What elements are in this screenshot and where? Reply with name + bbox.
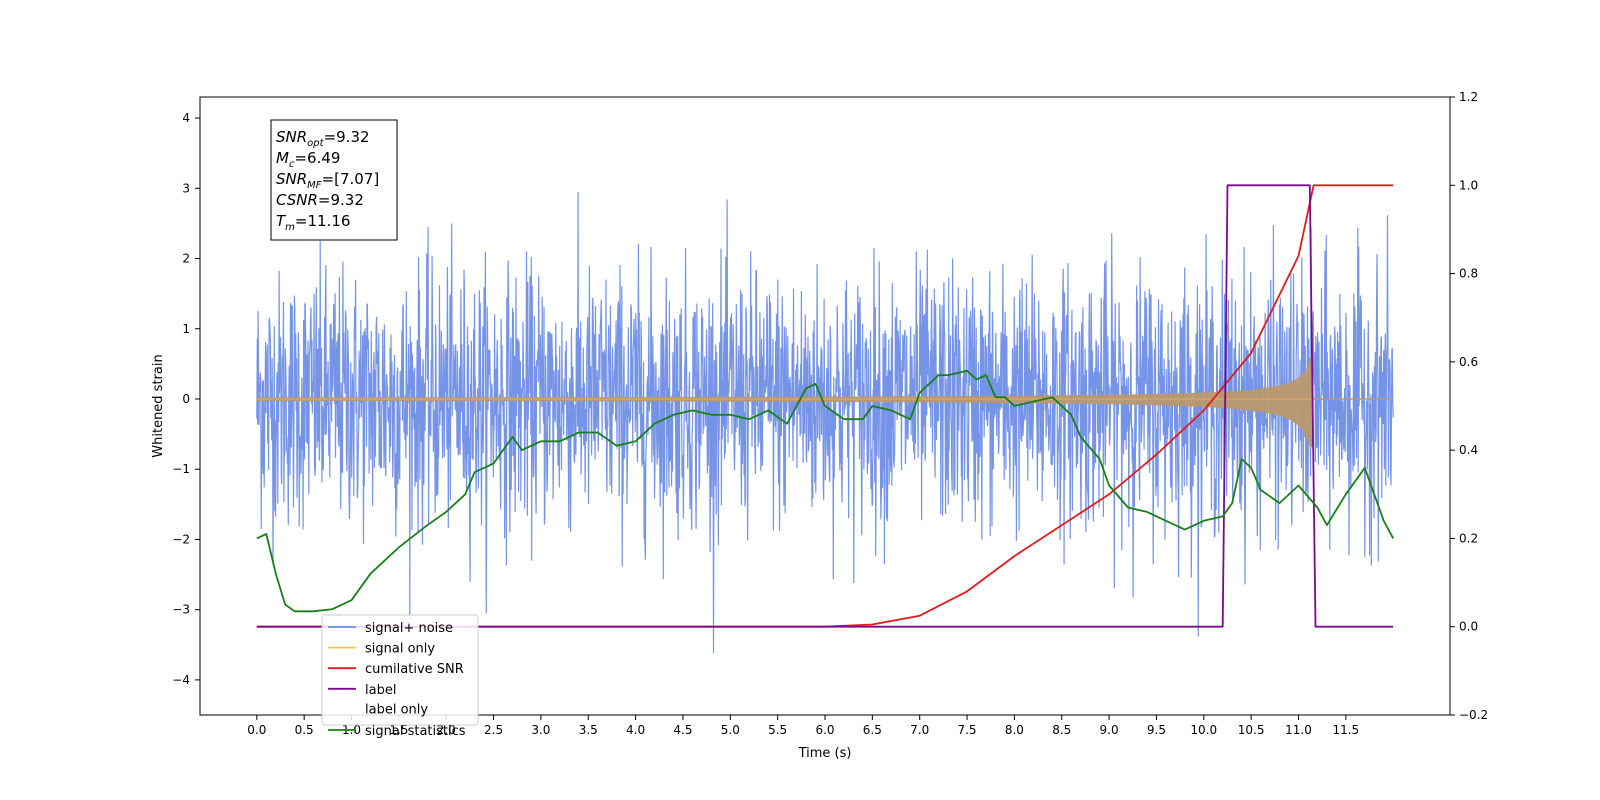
x-tick-label: 3.5 (579, 723, 598, 737)
x-tick-label: 0.0 (247, 723, 266, 737)
y-tick-label: −1 (172, 462, 190, 476)
y-tick-label: 1 (182, 322, 190, 336)
series-signal-noise (256, 191, 1394, 654)
legend-label: signal+ noise (365, 621, 453, 636)
x-tick-label: 4.0 (626, 723, 645, 737)
series-signal-only-envelope (256, 356, 1314, 452)
x-tick-label: 6.5 (863, 723, 882, 737)
x-tick-label: 3.0 (531, 723, 550, 737)
x-tick-label: 10.5 (1238, 723, 1265, 737)
x-tick-label: 0.5 (295, 723, 314, 737)
legend-label: label (365, 683, 396, 698)
y2-tick-label: 1.2 (1459, 90, 1478, 104)
series-signal-statistics (256, 369, 1394, 613)
x-tick-label: 5.5 (768, 723, 787, 737)
x-tick-label: 7.5 (957, 723, 976, 737)
y2-tick-label: 0.4 (1459, 443, 1478, 457)
x-tick-label: 5.0 (721, 723, 740, 737)
y2-tick-label: 0.8 (1459, 267, 1478, 281)
x-tick-label: 9.0 (1100, 723, 1119, 737)
x-tick-label: 10.0 (1190, 723, 1217, 737)
legend (321, 614, 479, 726)
annotation-line: SNRopt=9.32 (276, 128, 370, 149)
x-tick-label: 1.5 (389, 723, 408, 737)
x-tick-label: 7.0 (910, 723, 929, 737)
legend-label: cumilative SNR (365, 662, 464, 677)
x-tick-label: 6.0 (815, 723, 834, 737)
y-tick-label: 2 (182, 252, 190, 266)
x-tick-label: 8.5 (1052, 723, 1071, 737)
y-axis-label: Whitened strain (151, 354, 166, 457)
annotation-line: Tm=11.16 (276, 212, 350, 233)
x-tick-label: 2.5 (484, 723, 503, 737)
x-tick-label: 9.5 (1147, 723, 1166, 737)
y-tick-label: −2 (172, 532, 190, 546)
y-tick-label: 3 (182, 181, 190, 195)
x-tick-label: 4.5 (673, 723, 692, 737)
series-cumilative-snr (256, 184, 1394, 628)
y2-tick-label: 1.0 (1459, 178, 1478, 192)
x-tick-label: 11.5 (1332, 723, 1359, 737)
x-axis-label: Time (s) (798, 746, 852, 761)
annotation-line: Mc=6.49 (276, 149, 340, 170)
y-tick-label: −4 (172, 673, 190, 687)
annotation-line: SNRMF=[7.07] (276, 170, 379, 191)
y2-tick-label: 0.2 (1459, 531, 1478, 545)
y-tick-label: 0 (182, 392, 190, 406)
x-tick-label: 2.0 (437, 723, 456, 737)
y2-tick-label: 0.0 (1459, 620, 1478, 634)
legend-label: label only (365, 702, 428, 717)
legend-label: signal only (365, 642, 435, 657)
series-label (256, 184, 1394, 628)
legend-label: signal statistics (365, 724, 466, 739)
x-tick-label: 8.0 (1005, 723, 1024, 737)
x-tick-label: 11.0 (1285, 723, 1312, 737)
annotation-box (270, 119, 398, 241)
y-tick-label: −3 (172, 603, 190, 617)
y-tick-label: 4 (182, 111, 190, 125)
annotation-line: CSNR=9.32 (276, 191, 364, 209)
y2-tick-label: 0.6 (1459, 355, 1478, 369)
y2-tick-label: −0.2 (1459, 708, 1488, 722)
